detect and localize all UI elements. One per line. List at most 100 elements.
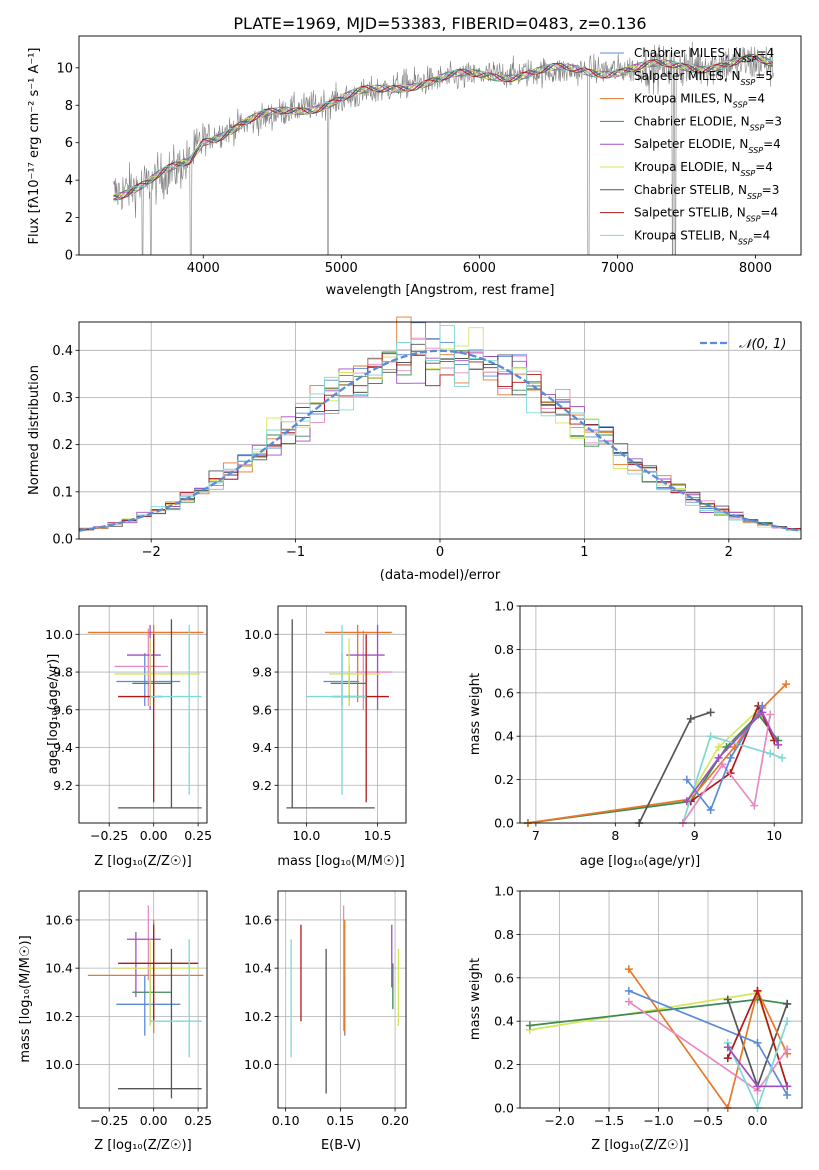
x-tick-label: −1.0 — [643, 1113, 673, 1128]
x-tick-label: 10.0 — [293, 828, 321, 843]
residual-panel: −2 −1 0 1 2 0.0 0.1 0.2 0.3 0.4 𝒩(0, 1) (data-mode… — [27, 316, 802, 583]
mass-weight-marker — [714, 743, 723, 752]
x-tick-label: 8 — [611, 828, 619, 843]
spectrum-panel: 4000 5000 6000 7000 8000 0 2 4 6 8 10 Chabrier MIL… — [27, 35, 802, 298]
spectrum-model-line — [113, 55, 773, 202]
mass-weight-marker — [682, 797, 691, 806]
x-tick-label: −1.5 — [594, 1113, 624, 1128]
x-tick-label: −0.5 — [693, 1113, 723, 1128]
legend-label: Chabrier STELIB, NSSP=3 — [634, 183, 779, 201]
mass-weight-marker — [723, 995, 732, 1004]
x-tick-label: 4000 — [187, 261, 220, 276]
mass-weight-marker — [682, 775, 691, 784]
x-tick-label: 1 — [580, 545, 588, 560]
age-vs-mass-plot-area: 10.0 10.5 9.2 9.4 9.6 9.8 10.0 — [244, 605, 407, 843]
y-tick-label: 0.1 — [52, 485, 73, 500]
mass-weight-series-line — [681, 735, 783, 824]
age-vs-mass-panel: 10.0 10.5 9.2 9.4 9.6 9.8 10.0 mass [log₁₀(M/M… — [244, 605, 407, 869]
y-tick-label: 0.6 — [494, 685, 514, 700]
axes-frame — [78, 605, 208, 824]
mass-weight-series-line — [682, 714, 772, 824]
y-tick-label: 9.2 — [252, 778, 272, 793]
y-tick-label: 0.4 — [494, 729, 514, 744]
mass-weight-vs-metallicity-plot-area: −2.0 −1.5 −1.0 −0.5 0.0 0.0 0.2 0.4 0.6 0.8 1.0 — [494, 884, 803, 1128]
x-tick-label: −0.25 — [90, 1113, 128, 1128]
mass-weight-marker — [750, 801, 759, 810]
y-tick-label: 0.6 — [494, 970, 514, 985]
spectrum-model-line — [113, 54, 773, 201]
spectrum-model-line — [113, 53, 774, 197]
mass-weight-marker — [718, 760, 727, 769]
mass-weight-vs-age-xlabel: age [log₁₀(age/yr)] — [580, 854, 701, 869]
y-tick-label: 9.6 — [252, 702, 272, 717]
y-tick-label: 4 — [65, 174, 73, 189]
y-tick-label: 10.6 — [244, 912, 272, 927]
residual-ylabel: Normed distribution — [27, 365, 42, 495]
mass-weight-series-line — [686, 710, 779, 802]
mass-weight-series-line — [628, 968, 788, 1110]
mass-weight-vs-age-ylabel: mass weight — [468, 673, 483, 755]
y-tick-label: 9.4 — [252, 740, 272, 755]
y-tick-label: 8 — [65, 99, 73, 114]
y-tick-label: 0.0 — [494, 816, 514, 831]
y-tick-label: 0 — [65, 249, 73, 264]
legend-label: 𝒩(0, 1) — [739, 337, 786, 352]
x-tick-label: 0.20 — [381, 1113, 409, 1128]
legend-label: Kroupa STELIB, NSSP=4 — [634, 228, 770, 246]
y-tick-label: 0.0 — [494, 1101, 514, 1116]
mass-weight-marker — [783, 1017, 792, 1026]
figure-title: PLATE=1969, MJD=53383, FIBERID=0483, z=0… — [233, 14, 646, 33]
mass-weight-marker — [706, 732, 715, 741]
mass-weight-marker — [783, 1045, 792, 1054]
y-tick-label: 10.0 — [244, 1057, 272, 1072]
x-tick-label: −2 — [142, 545, 161, 560]
mass-weight-marker — [723, 1043, 732, 1052]
mass-weight-vs-metallicity-xlabel: Z [log₁₀(Z/Z☉)] — [591, 1138, 688, 1153]
y-tick-label: 10 — [56, 61, 73, 76]
legend-label: Salpeter MILES, NSSP=5 — [634, 69, 773, 87]
spectrum-xlabel: wavelength [Angstrom, rest frame] — [326, 283, 555, 298]
mass-weight-marker — [723, 1054, 732, 1063]
y-tick-label: 0.2 — [494, 1057, 514, 1072]
mass-weight-marker — [624, 986, 633, 995]
x-tick-label: 10 — [766, 828, 782, 843]
mass-weight-series-line — [690, 703, 775, 802]
mass-weight-marker — [766, 710, 775, 719]
mass-weight-marker — [686, 714, 695, 723]
x-tick-label: 6000 — [463, 261, 496, 276]
legend-label: Salpeter STELIB, NSSP=4 — [634, 206, 778, 224]
mass-weight-vs-age-plot-area: 7 8 9 10 0.0 0.2 0.4 0.6 0.8 1.0 — [494, 599, 803, 843]
x-tick-label: 8000 — [739, 261, 772, 276]
x-tick-label: 0.10 — [272, 1113, 300, 1128]
mass-weight-marker — [706, 805, 715, 814]
y-tick-label: 6 — [65, 136, 73, 151]
y-tick-label: 1.0 — [494, 599, 514, 614]
mass-weight-marker — [753, 1038, 762, 1047]
mass-weight-marker — [753, 986, 762, 995]
legend-label: Kroupa MILES, NSSP=4 — [634, 92, 765, 110]
x-tick-label: −0.25 — [90, 828, 128, 843]
x-tick-label: 0 — [436, 545, 444, 560]
y-tick-label: 1.0 — [494, 884, 514, 899]
y-tick-label: 0.4 — [52, 344, 73, 359]
y-tick-label: 2 — [65, 211, 73, 226]
spectrum-model-line — [113, 54, 773, 199]
mass-weight-marker — [714, 753, 723, 762]
mass-weight-marker — [758, 708, 767, 717]
legend-label: Salpeter ELODIE, NSSP=4 — [634, 137, 781, 155]
mass-weight-marker — [525, 1021, 534, 1030]
y-tick-label: 10.0 — [45, 627, 73, 642]
mass-vs-metallicity-xlabel: Z [log₁₀(Z/Z☉)] — [94, 1138, 191, 1153]
mass-vs-ebv-plot-area: 0.10 0.15 0.20 10.0 10.2 10.4 10.6 — [244, 890, 409, 1128]
y-tick-label: 0.0 — [52, 533, 73, 548]
y-tick-label: 10.4 — [244, 961, 272, 976]
y-tick-label: 10.2 — [45, 1009, 73, 1024]
y-tick-label: 10.4 — [45, 961, 73, 976]
mass-weight-marker — [766, 749, 775, 758]
y-tick-label: 10.2 — [244, 1009, 272, 1024]
mass-weight-series-line — [527, 713, 779, 824]
y-tick-label: 10.0 — [244, 627, 272, 642]
mass-weight-series-line — [686, 705, 764, 812]
residual-plot-area: −2 −1 0 1 2 0.0 0.1 0.2 0.3 0.4 𝒩(0, 1) — [52, 316, 802, 560]
axes-frame — [78, 890, 208, 1109]
